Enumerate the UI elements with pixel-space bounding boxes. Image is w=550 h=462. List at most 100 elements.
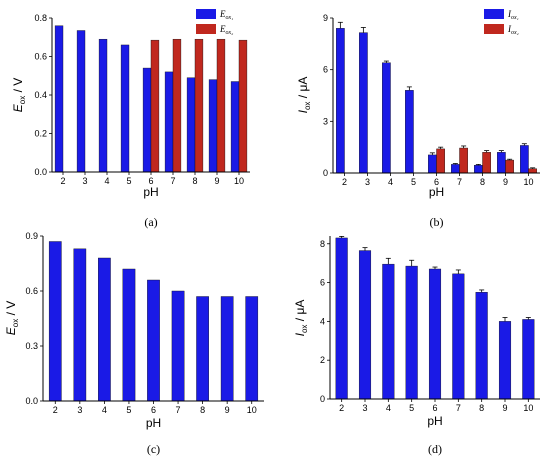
bar-c-s1-9 [220,296,234,402]
y-tick-label-c-3: 0.9 [25,231,38,241]
bar-b-s1-5 [405,90,414,174]
x-tick-label-d-4: 4 [386,403,391,413]
x-tick-label-c-2: 2 [53,405,58,415]
bar-b-s2-6 [436,148,445,174]
x-tick-label-b-9: 9 [503,177,508,187]
x-axis-label-c: pH [146,416,161,430]
y-axis-label-a: Eox / V [11,78,27,112]
x-tick-label-d-6: 6 [432,403,437,413]
y-tick-label-d-0: 0 [320,394,325,404]
y-tick-label-d-1: 2 [320,355,325,365]
panel-label-b: (b) [430,215,444,229]
bar-b-s1-10 [520,145,529,174]
bar-a-s1-7 [164,71,174,173]
x-tick-label-a-10: 10 [234,176,244,186]
y-tick-label-a-1: 0.2 [34,129,47,139]
y-tick-label-b-1: 3 [323,116,328,126]
y-tick-label-c-0: 0.0 [25,396,38,406]
x-tick-label-c-4: 4 [102,405,107,415]
bar-a-s2-6 [150,39,160,173]
x-tick-label-b-2: 2 [342,177,347,187]
y-tick-label-d-4: 8 [320,239,325,249]
y-tick-label-a-0: 0.0 [34,167,47,177]
x-tick-label-b-8: 8 [480,177,485,187]
y-axis-label-c: Eox / V [4,301,20,335]
bar-d-s1-5 [405,265,418,400]
panel-label-a: (a) [144,215,157,229]
x-tick-label-c-9: 9 [225,405,230,415]
bar-c-s1-4 [98,257,111,402]
chart-c: 2 3 4 5 6 7 8 9 10 0.0 0.3 0.6 0.9 pH Eox / V (c) [4,231,264,456]
y-tick-label-b-3: 9 [323,13,328,23]
bar-b-s1-6 [428,154,437,174]
bar-d-s1-2 [335,237,348,400]
x-tick-label-a-5: 5 [126,176,131,186]
bar-d-s1-7 [452,273,465,400]
chart-b: 2 3 4 5 6 7 8 9 10 0 3 6 9 pH Iox / μA (b) Iox₁ Iox₂ [296,9,540,229]
x-axis-label-d: pH [427,414,442,428]
x-tick-label-b-6: 6 [434,177,439,187]
x-tick-label-b-3: 3 [365,177,370,187]
x-tick-label-d-5: 5 [409,403,414,413]
y-tick-label-d-3: 6 [320,278,325,288]
bar-b-s2-9 [505,159,514,174]
y-tick-label-b-2: 6 [323,65,328,75]
x-tick-label-b-5: 5 [411,177,416,187]
y-tick-label-a-3: 0.6 [34,52,47,62]
x-tick-label-a-3: 3 [82,176,87,186]
x-tick-label-d-8: 8 [479,403,484,413]
bar-a-s1-2 [54,25,64,173]
bar-d-s1-8 [475,292,488,400]
bar-a-s2-7 [172,38,182,173]
x-tick-label-d-10: 10 [523,403,533,413]
x-tick-label-d-3: 3 [362,403,367,413]
bar-a-s1-10 [230,81,240,173]
legend-label-b-1: Iox₁ [507,9,519,21]
x-tick-label-d-7: 7 [456,403,461,413]
bar-c-s1-3 [73,248,87,402]
x-tick-label-a-7: 7 [170,176,175,186]
bar-a-s1-3 [76,30,86,173]
y-tick-label-d-2: 4 [320,316,325,326]
legend-label-a-1: Eox₁ [219,9,233,21]
x-tick-label-c-3: 3 [77,405,82,415]
bar-a-s1-9 [208,79,218,173]
bar-b-s1-8 [474,165,483,174]
bar-d-s1-6 [428,268,442,400]
x-tick-label-a-6: 6 [148,176,153,186]
y-axis-label-b: Iox / μA [296,77,312,114]
bar-c-s1-10 [245,296,259,402]
x-tick-label-c-10: 10 [247,405,257,415]
bar-b-s1-7 [451,164,460,174]
bar-a-s1-8 [186,77,196,173]
y-tick-label-a-2: 0.4 [34,90,47,100]
x-tick-label-a-9: 9 [214,176,219,186]
bar-b-s1-9 [497,152,506,174]
x-tick-label-c-6: 6 [151,405,156,415]
legend-swatch-b-2 [484,24,504,34]
bar-c-s1-2 [48,241,62,402]
bar-b-s1-2 [336,28,345,174]
bar-b-s2-10 [528,168,537,174]
y-axis-label-d: Iox / μA [293,300,309,337]
bar-b-s2-8 [482,152,491,174]
x-tick-label-b-7: 7 [457,177,462,187]
legend-swatch-a-2 [196,24,216,34]
bar-a-s1-6 [142,67,152,173]
bar-b-s2-7 [459,147,468,174]
legend-a: Eox₁ Eox₂ [196,9,233,36]
bar-b-s1-3 [359,32,368,174]
bar-d-s1-9 [498,321,512,400]
y-tick-label-a-4: 0.8 [34,13,47,23]
bar-c-s1-7 [171,290,185,402]
y-tick-label-b-0: 0 [323,168,328,178]
chart-a: 2 3 4 5 6 7 8 9 10 0.0 0.2 0.4 0.6 0.8 pH Eox / V (a) Eox… [11,9,250,229]
x-tick-label-b-10: 10 [523,177,533,187]
bar-d-s1-4 [382,263,395,400]
bar-a-s2-8 [194,38,204,173]
x-tick-label-d-2: 2 [339,403,344,413]
y-tick-label-c-1: 0.3 [25,341,38,351]
x-tick-label-a-4: 4 [104,176,109,186]
bar-b-s1-4 [382,62,391,174]
x-tick-label-a-8: 8 [192,176,197,186]
